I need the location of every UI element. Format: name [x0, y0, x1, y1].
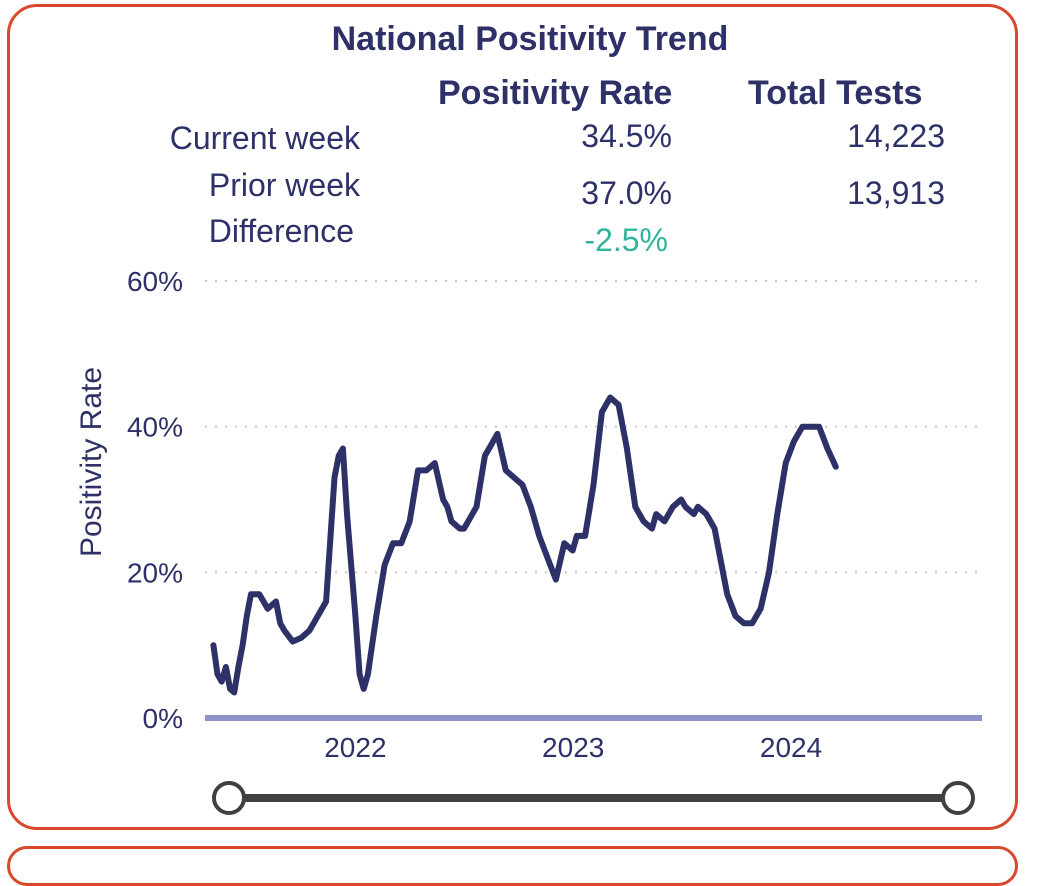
y-tick-label: 40%	[127, 412, 183, 443]
x-tick-label: 2022	[324, 732, 386, 763]
row-rate-difference: -2.5%	[584, 222, 668, 258]
positivity-chart: 0% 20% 40% 60% 2022 2023 2024 Positivity Rate	[75, 266, 982, 815]
panel-title: National Positivity Trend	[331, 20, 729, 58]
next-card	[7, 846, 1018, 886]
row-rate-prior: 37.0%	[581, 175, 672, 211]
row-label-difference: Difference	[208, 213, 354, 249]
x-tick-label: 2023	[542, 732, 604, 763]
series-line	[210, 394, 839, 696]
row-rate-current: 34.5%	[581, 118, 672, 154]
x-axis: 2022 2023 2024	[324, 732, 822, 763]
row-tests-prior: 13,913	[847, 175, 945, 211]
range-slider-end-handle[interactable]	[941, 781, 975, 815]
trend-card	[7, 4, 1018, 830]
y-tick-label: 20%	[127, 557, 183, 588]
header-positivity-rate: Positivity Rate	[438, 74, 673, 112]
y-tick-label: 0%	[143, 703, 183, 734]
grid-layer	[205, 280, 977, 574]
row-label-current: Current week	[169, 120, 360, 156]
range-slider-start-handle[interactable]	[212, 781, 246, 815]
y-axis: 0% 20% 40% 60%	[127, 266, 183, 734]
header-total-tests: Total Tests	[748, 74, 923, 112]
row-label-prior: Prior week	[208, 167, 360, 203]
y-axis-label: Positivity Rate	[75, 367, 108, 557]
y-tick-label: 60%	[127, 266, 183, 297]
x-tick-label: 2024	[760, 732, 822, 763]
row-tests-current: 14,223	[847, 118, 945, 154]
